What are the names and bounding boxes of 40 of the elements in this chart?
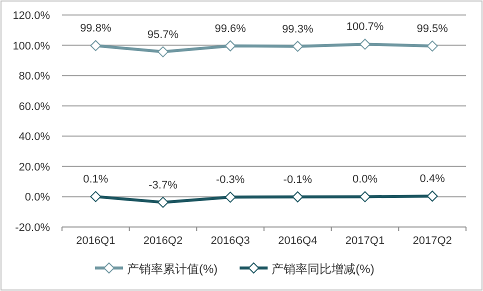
point [158,196,168,208]
y-tick-label: 80.0% [18,70,50,83]
point [90,40,102,52]
legend-label: 产销率累计值(%) [127,262,218,276]
data-label: -0.1% [283,174,312,186]
point [292,40,304,52]
data-label: 0.1% [83,174,108,186]
y-tick-label: 40.0% [18,131,50,144]
x-tick-label: 2017Q1 [345,235,385,247]
data-label: 95.7% [147,28,179,41]
data-label: 99.5% [416,23,448,36]
x-tick-label: 2016Q2 [143,235,183,247]
y-tick-label: 20.0% [18,161,50,174]
point [224,192,236,203]
y-tick-label: 100.0% [12,40,50,52]
point [426,40,438,52]
data-label: 99.8% [80,22,112,35]
point [292,191,304,202]
point [90,191,102,202]
legend-label: 产销率同比增减(%) [272,262,374,276]
point [426,190,438,202]
point [360,38,370,50]
data-label: -0.3% [216,174,245,186]
y-tick-label: 120.0% [12,10,50,22]
point [158,46,168,58]
data-label: 0.4% [420,173,446,186]
data-label: 99.6% [214,22,246,35]
data-label: -3.7% [148,179,178,192]
y-tick-label: -20.0% [15,222,50,234]
data-label: 100.7% [346,21,384,34]
x-tick-label: 2016Q4 [278,235,318,247]
x-tick-label: 2016Q3 [210,235,250,247]
point [224,40,236,52]
x-tick-label: 2017Q2 [412,235,452,247]
y-tick-label: 0.0% [24,192,50,204]
data-label: 99.3% [282,23,314,36]
point [360,191,370,202]
y-tick-label: 60.0% [18,100,50,113]
x-tick-label: 2016Q1 [76,235,116,247]
data-label: 0.0% [352,174,378,186]
